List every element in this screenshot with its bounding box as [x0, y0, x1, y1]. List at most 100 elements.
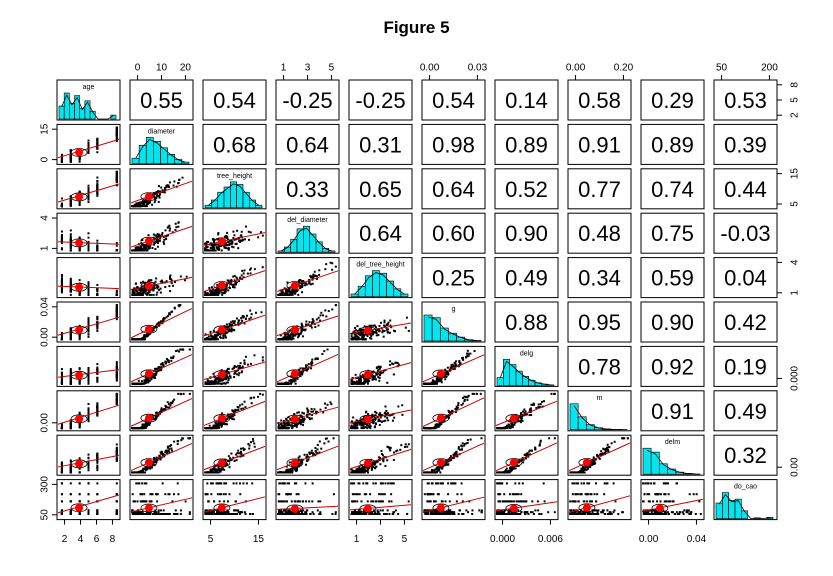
data-point	[134, 246, 137, 249]
data-point	[350, 332, 353, 335]
data-point	[78, 204, 81, 207]
data-point	[60, 378, 63, 381]
data-point	[165, 184, 168, 187]
data-point	[469, 352, 472, 355]
mean-point	[217, 281, 226, 290]
data-point	[307, 280, 310, 283]
data-point	[294, 292, 297, 295]
data-point	[180, 348, 183, 351]
data-point	[444, 375, 447, 378]
data-point	[386, 323, 389, 326]
panel-m-g	[421, 390, 486, 432]
data-point	[233, 410, 236, 413]
data-point	[373, 378, 376, 381]
data-point	[60, 468, 63, 471]
data-point	[60, 333, 63, 336]
data-point	[299, 278, 302, 281]
data-point	[312, 273, 315, 276]
data-point	[354, 326, 357, 329]
data-point	[287, 334, 290, 337]
data-point	[300, 291, 303, 294]
data-point	[177, 221, 180, 224]
data-point	[60, 375, 63, 378]
panel-frame	[713, 168, 778, 210]
data-point	[383, 321, 386, 324]
data-point	[60, 471, 63, 474]
data-point	[281, 289, 284, 292]
loess-fit-line	[203, 400, 266, 426]
data-point	[69, 246, 72, 249]
variable-name: delg	[520, 350, 533, 357]
data-point	[78, 424, 81, 427]
correlation-label: 0.92	[651, 354, 694, 379]
data-point	[148, 201, 151, 204]
data-point	[210, 380, 213, 383]
data-point	[442, 375, 445, 378]
data-point	[322, 411, 325, 414]
data-point	[378, 376, 381, 379]
data-point	[360, 427, 363, 430]
data-point	[356, 325, 359, 328]
panel-delg-tree_height	[202, 345, 267, 387]
data-point	[69, 427, 72, 430]
data-point	[426, 427, 429, 430]
data-point	[60, 233, 63, 236]
data-point	[369, 425, 372, 428]
correlation-label: 0.98	[432, 132, 475, 157]
data-point	[87, 415, 90, 418]
data-point	[185, 275, 188, 278]
data-point	[69, 205, 72, 208]
data-point	[115, 457, 118, 460]
data-point	[302, 418, 305, 421]
data-point	[204, 243, 207, 246]
data-point	[373, 414, 376, 417]
data-point	[285, 338, 288, 341]
data-point	[169, 274, 172, 277]
data-point	[204, 382, 207, 385]
data-point	[115, 370, 118, 373]
data-point	[224, 419, 227, 422]
data-point	[167, 361, 170, 364]
mean-point	[75, 326, 84, 335]
data-point	[350, 338, 353, 341]
data-point	[170, 310, 173, 313]
data-point	[364, 426, 367, 429]
panel-frame	[567, 301, 632, 343]
data-point	[359, 377, 362, 380]
panel-del_diameter-del_tree_height: 0.64	[348, 212, 413, 254]
data-point	[306, 411, 309, 414]
loess-fit-line	[57, 316, 120, 336]
data-point	[78, 426, 81, 429]
data-point	[356, 329, 359, 332]
data-point	[137, 247, 140, 250]
data-point	[210, 338, 213, 341]
data-point	[553, 392, 556, 395]
panel-frame	[713, 79, 778, 121]
data-point	[475, 392, 478, 395]
data-point	[115, 304, 118, 307]
data-point	[303, 284, 306, 287]
data-point	[87, 191, 90, 194]
data-point	[170, 359, 173, 362]
data-point	[352, 336, 355, 339]
data-point	[60, 242, 63, 245]
data-point	[152, 287, 155, 290]
data-point	[378, 328, 381, 331]
panel-frame	[567, 79, 632, 121]
data-point	[168, 313, 171, 316]
data-point	[115, 176, 118, 179]
data-point	[242, 407, 245, 410]
data-point	[361, 373, 364, 376]
data-point	[377, 419, 380, 422]
data-point	[115, 363, 118, 366]
panel-del_diameter-m: 0.48	[567, 212, 632, 254]
data-point	[209, 289, 212, 292]
data-point	[306, 369, 309, 372]
data-point	[537, 406, 540, 409]
data-point	[206, 381, 209, 384]
panel-frame	[494, 257, 559, 299]
data-point	[423, 382, 426, 385]
data-point	[210, 286, 213, 289]
data-point	[378, 324, 381, 327]
data-point	[69, 460, 72, 463]
